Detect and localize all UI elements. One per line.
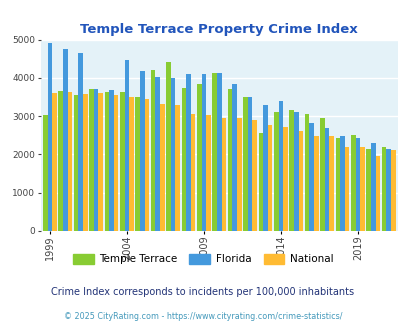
Bar (390, 150, 394, 231)
Bar (237, 118, 241, 231)
Bar (181, 88, 185, 231)
Bar (144, 99, 149, 231)
Bar (247, 97, 252, 231)
Bar (335, 138, 339, 231)
Bar (113, 95, 118, 231)
Bar (278, 101, 282, 231)
Bar (160, 104, 164, 231)
Bar (221, 118, 226, 231)
Bar (232, 83, 237, 231)
Bar (47, 44, 52, 231)
Legend: Temple Terrace, Florida, National: Temple Terrace, Florida, National (68, 249, 337, 269)
Bar (243, 97, 247, 231)
Bar (339, 136, 344, 231)
Bar (150, 70, 155, 231)
Bar (67, 92, 72, 231)
Bar (262, 106, 267, 231)
Bar (94, 89, 98, 231)
Bar (206, 115, 210, 231)
Bar (63, 49, 67, 231)
Bar (190, 114, 195, 231)
Bar (155, 77, 160, 231)
Bar (83, 94, 87, 231)
Bar (313, 136, 318, 231)
Bar (344, 147, 349, 231)
Text: © 2025 CityRating.com - https://www.cityrating.com/crime-statistics/: © 2025 CityRating.com - https://www.city… (64, 312, 341, 321)
Bar (267, 125, 272, 231)
Bar (140, 71, 144, 231)
Bar (370, 143, 375, 231)
Bar (252, 120, 256, 231)
Bar (43, 115, 47, 231)
Bar (381, 147, 386, 231)
Bar (175, 105, 179, 231)
Bar (201, 74, 206, 231)
Bar (52, 93, 57, 231)
Bar (289, 111, 293, 231)
Bar (355, 138, 359, 231)
Bar (196, 83, 201, 231)
Bar (304, 114, 309, 231)
Bar (78, 53, 83, 231)
Bar (386, 149, 390, 231)
Bar (282, 127, 287, 231)
Bar (74, 95, 78, 231)
Bar (258, 133, 262, 231)
Bar (185, 74, 190, 231)
Bar (171, 78, 175, 231)
Bar (216, 73, 221, 231)
Bar (298, 131, 303, 231)
Bar (227, 89, 232, 231)
Bar (166, 62, 171, 231)
Bar (129, 97, 133, 231)
Bar (104, 92, 109, 231)
Bar (324, 128, 328, 231)
Bar (273, 112, 278, 231)
Bar (319, 118, 324, 231)
Bar (119, 92, 124, 231)
Bar (109, 90, 113, 231)
Title: Temple Terrace Property Crime Index: Temple Terrace Property Crime Index (80, 23, 357, 36)
Bar (98, 93, 103, 231)
Text: Crime Index corresponds to incidents per 100,000 inhabitants: Crime Index corresponds to incidents per… (51, 287, 354, 297)
Bar (293, 112, 298, 231)
Bar (135, 97, 140, 231)
Bar (328, 136, 333, 231)
Bar (375, 156, 379, 231)
Bar (89, 89, 94, 231)
Bar (365, 149, 370, 231)
Bar (350, 135, 355, 231)
Bar (58, 91, 63, 231)
Bar (309, 123, 313, 231)
Bar (212, 73, 216, 231)
Bar (359, 147, 364, 231)
Bar (124, 59, 129, 231)
